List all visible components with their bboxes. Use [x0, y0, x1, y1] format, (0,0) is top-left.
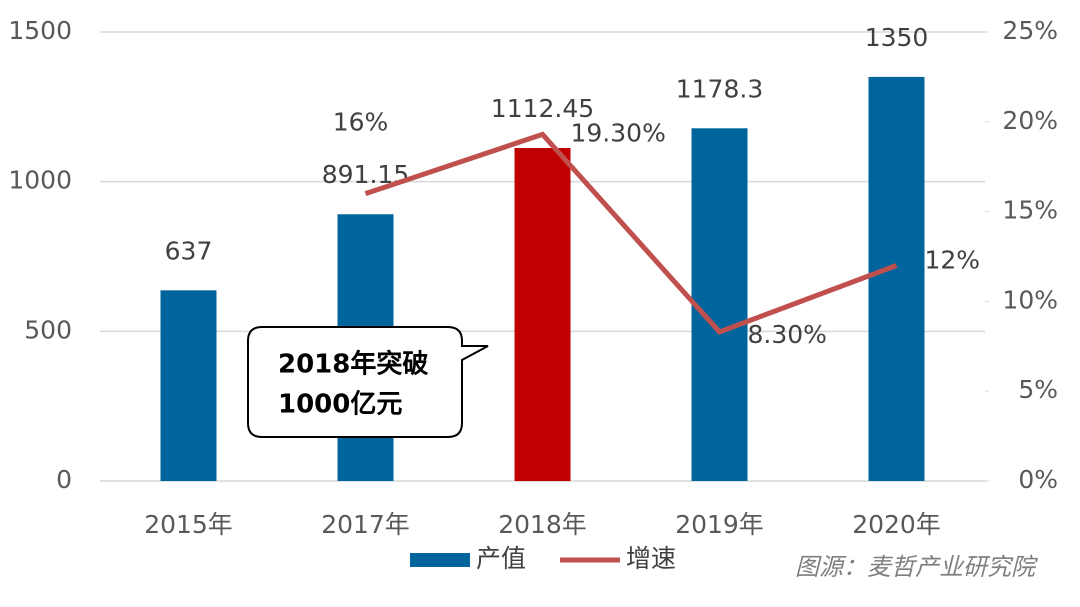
y2-tick-label: 15%: [1002, 196, 1058, 225]
value-label: 19.30%: [571, 118, 666, 147]
value-label: 12%: [925, 245, 981, 274]
value-label: 8.30%: [748, 320, 827, 349]
y2-tick-label: 5%: [1018, 375, 1058, 404]
x-tick-label: 2015年: [144, 510, 233, 539]
annotation: 1000亿元: [278, 390, 402, 420]
source: 图源：麦哲产业研究院: [795, 553, 1039, 581]
y-tick-label: 1500: [8, 16, 72, 45]
value-label: 1350: [865, 23, 929, 52]
y2-tick-label: 25%: [1002, 16, 1058, 45]
y-tick-label: 0: [56, 465, 72, 494]
x-tick-label: 2020年: [852, 510, 941, 539]
bar: [160, 290, 217, 481]
bar: [514, 148, 571, 481]
line: [364, 131, 898, 335]
legend-swatch: [410, 553, 470, 567]
legend-label: 增速: [626, 544, 676, 573]
y-tick-label: 500: [24, 315, 72, 344]
annotation: 2018年突破: [278, 349, 428, 380]
x-tick-label: 2017年: [321, 510, 410, 539]
value-label: 1178.3: [676, 74, 763, 103]
value-label: 1112.45: [491, 94, 594, 123]
y2-tick-label: 20%: [1002, 106, 1058, 135]
value-label: 16%: [333, 108, 389, 137]
y-tick-label: 1000: [8, 166, 72, 195]
x-tick-label: 2019年: [675, 510, 764, 539]
value-label: 637: [165, 236, 213, 265]
y2-tick-label: 0%: [1018, 465, 1058, 494]
y2-tick-label: 10%: [1002, 285, 1058, 314]
legend-label: 产值: [476, 544, 526, 573]
callout-box: [247, 326, 489, 438]
bar: [868, 76, 925, 482]
bar: [691, 128, 748, 481]
x-tick-label: 2018年: [498, 510, 587, 539]
